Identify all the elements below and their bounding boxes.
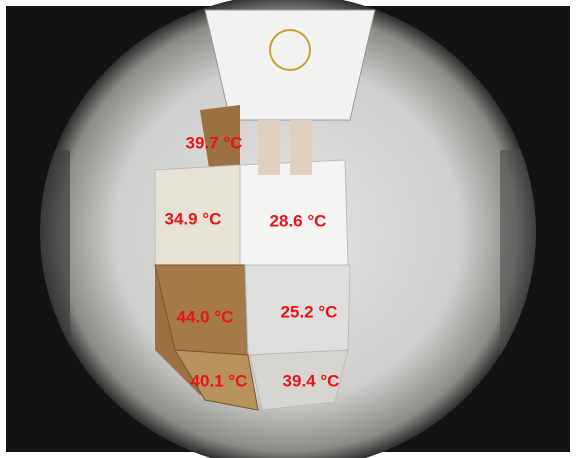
temperature-label: 25.2 °C xyxy=(281,302,338,321)
temperature-label: 34.9 °C xyxy=(165,209,222,228)
temperature-label: 44.0 °C xyxy=(177,307,234,326)
banner xyxy=(204,9,376,121)
temperature-label: 40.1 °C xyxy=(191,371,248,390)
lens-view xyxy=(40,0,536,458)
temperature-label: 39.4 °C xyxy=(283,371,340,390)
temperature-label: 39.7 °C xyxy=(186,133,243,152)
temperature-label: 28.6 °C xyxy=(270,211,327,230)
